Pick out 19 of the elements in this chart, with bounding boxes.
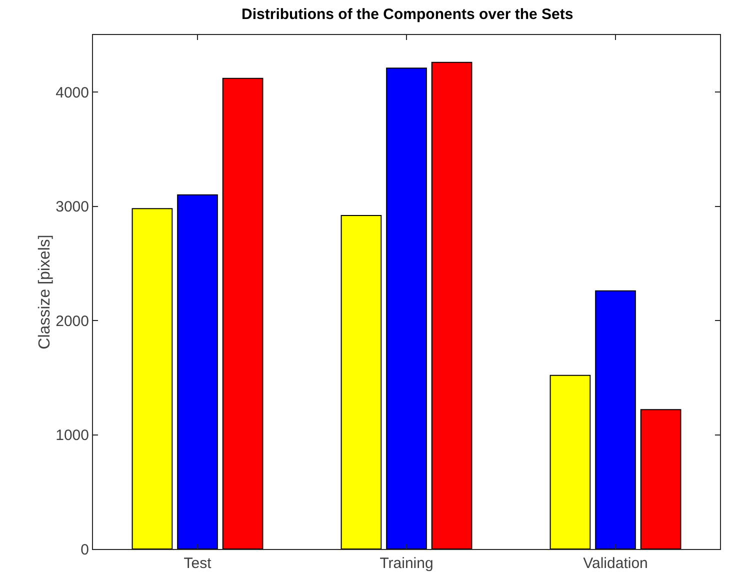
y-tick-label: 1000 bbox=[56, 427, 89, 444]
bar bbox=[640, 409, 682, 549]
y-tick-label: 4000 bbox=[56, 84, 89, 102]
bar bbox=[386, 68, 427, 549]
y-tick-label: 2000 bbox=[56, 312, 89, 330]
bar bbox=[431, 62, 472, 549]
bar bbox=[222, 78, 264, 549]
y-axis-title: Classize [pixels] bbox=[36, 234, 54, 350]
bar bbox=[132, 208, 173, 549]
y-tick-label: 0 bbox=[80, 541, 89, 558]
chart-title: Distributions of the Components over the Sets bbox=[242, 6, 574, 24]
bar bbox=[177, 194, 218, 549]
x-tick-label: Test bbox=[184, 555, 212, 572]
y-tick-label: 3000 bbox=[56, 198, 89, 216]
bar bbox=[550, 374, 591, 549]
bar bbox=[595, 290, 636, 549]
x-tick-label: Validation bbox=[583, 555, 648, 572]
bar bbox=[340, 214, 382, 549]
x-tick-label: Training bbox=[380, 555, 434, 572]
